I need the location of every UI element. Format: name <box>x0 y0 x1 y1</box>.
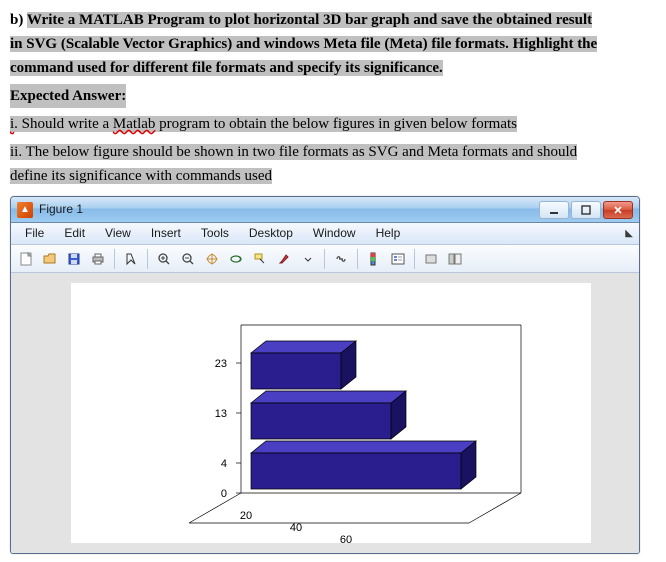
menu-edit[interactable]: Edit <box>54 222 95 245</box>
new-figure-icon[interactable] <box>15 248 37 270</box>
window-title: Figure 1 <box>39 200 537 219</box>
q-line1: Write a MATLAB Program to plot horizonta… <box>27 12 592 28</box>
axes-panel: 0 4 13 23 20 40 60 <box>71 283 591 543</box>
insert-colorbar-icon[interactable] <box>363 248 385 270</box>
menu-window[interactable]: Window <box>303 222 366 245</box>
rotate-3d-icon[interactable] <box>225 248 247 270</box>
data-cursor-icon[interactable] <box>249 248 271 270</box>
bar-3 <box>251 341 356 389</box>
edit-plot-icon[interactable] <box>120 248 142 270</box>
svg-text:4: 4 <box>221 458 227 470</box>
zoom-in-icon[interactable] <box>153 248 175 270</box>
bullet-2: ii. The below figure should be shown in … <box>10 140 656 188</box>
matlab-app-icon: ▲ <box>17 202 33 218</box>
toolbar-separator <box>114 249 115 269</box>
toolbar-separator <box>414 249 415 269</box>
question-block: b) Write a MATLAB Program to plot horizo… <box>10 8 656 80</box>
menubar-chevron-icon[interactable]: ◣ <box>625 226 633 242</box>
maximize-button[interactable] <box>571 201 601 219</box>
toolbar-separator <box>147 249 148 269</box>
menu-file[interactable]: File <box>15 222 54 245</box>
q-line2: in SVG (Scalable Vector Graphics) and wi… <box>10 36 597 52</box>
x-axis: 20 40 60 <box>240 510 352 543</box>
pan-icon[interactable] <box>201 248 223 270</box>
insert-legend-icon[interactable] <box>387 248 409 270</box>
bar3h-chart: 0 4 13 23 20 40 60 <box>71 283 591 543</box>
q-line3: command used for different file formats … <box>10 60 443 76</box>
toolbar-separator <box>357 249 358 269</box>
link-data-icon[interactable] <box>330 248 352 270</box>
zoom-out-icon[interactable] <box>177 248 199 270</box>
figure-canvas[interactable]: 0 4 13 23 20 40 60 <box>11 273 639 553</box>
menubar: File Edit View Insert Tools Desktop Wind… <box>11 223 639 245</box>
menu-help[interactable]: Help <box>366 222 411 245</box>
menu-tools[interactable]: Tools <box>191 222 239 245</box>
bullet-1: i. Should write a Matlab program to obta… <box>10 112 656 136</box>
y-axis: 0 4 13 23 <box>215 358 241 500</box>
bar-1 <box>251 441 476 489</box>
svg-text:20: 20 <box>240 510 252 522</box>
menu-insert[interactable]: Insert <box>141 222 191 245</box>
svg-text:60: 60 <box>340 534 352 543</box>
svg-text:23: 23 <box>215 358 227 370</box>
minimize-button[interactable] <box>539 201 569 219</box>
svg-text:13: 13 <box>215 408 227 420</box>
expected-answer-heading: Expected Answer: <box>10 80 656 108</box>
svg-text:0: 0 <box>221 488 227 500</box>
dropdown-arrow-icon[interactable] <box>297 248 319 270</box>
show-plot-tools-icon[interactable] <box>444 248 466 270</box>
matlab-figure-window: ▲ Figure 1 File Edit View Insert Tools D… <box>10 196 640 554</box>
brush-icon[interactable] <box>273 248 295 270</box>
svg-text:40: 40 <box>290 522 302 534</box>
print-icon[interactable] <box>87 248 109 270</box>
window-buttons <box>537 201 633 219</box>
titlebar[interactable]: ▲ Figure 1 <box>11 197 639 223</box>
toolbar-separator <box>324 249 325 269</box>
open-file-icon[interactable] <box>39 248 61 270</box>
q-prefix: b) <box>10 12 27 28</box>
save-icon[interactable] <box>63 248 85 270</box>
menu-desktop[interactable]: Desktop <box>239 222 303 245</box>
hide-plot-tools-icon[interactable] <box>420 248 442 270</box>
figure-toolbar <box>11 245 639 273</box>
menu-view[interactable]: View <box>95 222 141 245</box>
close-button[interactable] <box>603 201 633 219</box>
bar-2 <box>251 391 406 439</box>
